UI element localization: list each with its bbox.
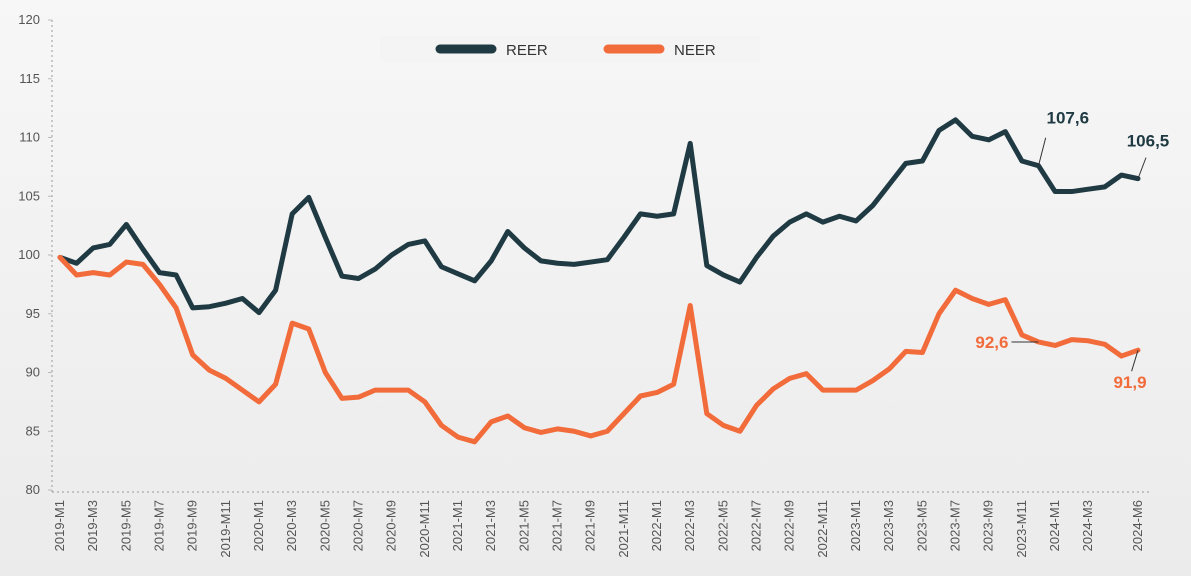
x-tick-label: 2019-M1: [52, 500, 67, 551]
y-tick-label: 95: [26, 306, 40, 321]
x-tick-label: 2020-M1: [251, 500, 266, 551]
x-tick-label: 2021-M1: [450, 500, 465, 551]
x-tick-label: 2024-M3: [1080, 500, 1095, 551]
x-tick-label: 2021-M9: [583, 500, 598, 551]
x-tick-label: 2023-M9: [981, 500, 996, 551]
x-tick-label: 2023-M5: [914, 500, 929, 551]
legend-label: REER: [506, 42, 548, 59]
x-tick-label: 2022-M11: [815, 500, 830, 558]
x-tick-label: 2021-M7: [550, 500, 565, 551]
y-tick-label: 85: [26, 423, 40, 438]
x-tick-label: 2024-M6: [1130, 500, 1145, 551]
x-tick-label: 2024-M1: [1047, 500, 1062, 551]
y-tick-label: 110: [19, 130, 40, 145]
y-tick-label: 105: [18, 188, 40, 203]
x-tick-label: 2022-M5: [715, 500, 730, 551]
x-tick-label: 2023-M3: [881, 500, 896, 551]
y-tick-label: 115: [19, 71, 40, 86]
x-tick-label: 2021-M3: [483, 500, 498, 551]
x-tick-label: 2020-M3: [284, 500, 299, 551]
x-tick-label: 2019-M3: [85, 500, 100, 551]
y-tick-label: 120: [18, 12, 40, 27]
x-tick-label: 2022-M9: [782, 500, 797, 551]
data-label: 106,5: [1127, 132, 1170, 151]
label-leader: [1137, 157, 1147, 179]
x-tick-label: 2020-M9: [384, 500, 399, 551]
x-tick-label: 2023-M11: [1014, 500, 1029, 558]
x-tick-label: 2019-M5: [118, 500, 133, 551]
label-leader: [1038, 137, 1047, 166]
x-tick-label: 2021-M11: [616, 500, 631, 558]
data-label: 92,6: [975, 333, 1008, 352]
y-tick-label: 90: [26, 365, 40, 380]
x-tick-label: 2019-M11: [218, 500, 233, 558]
x-tick-label: 2019-M9: [185, 500, 200, 551]
y-tick-label: 80: [26, 482, 40, 497]
data-label: 107,6: [1046, 109, 1089, 128]
data-label: 91,9: [1113, 373, 1146, 392]
x-tick-label: 2022-M7: [749, 500, 764, 551]
y-tick-label: 100: [18, 247, 40, 262]
x-tick-label: 2020-M5: [317, 500, 332, 551]
x-tick-label: 2022-M3: [682, 500, 697, 551]
series-line: [57, 254, 1141, 445]
x-tick-label: 2020-M11: [417, 500, 432, 558]
x-tick-label: 2021-M5: [516, 500, 531, 551]
label-leader: [1131, 350, 1139, 372]
x-tick-label: 2019-M7: [152, 500, 167, 551]
x-tick-label: 2020-M7: [351, 500, 366, 551]
x-tick-label: 2022-M1: [649, 500, 664, 551]
x-tick-label: 2023-M1: [848, 500, 863, 551]
x-tick-label: 2023-M7: [948, 500, 963, 551]
series-line: [57, 117, 1141, 316]
legend-label: NEER: [674, 42, 716, 59]
